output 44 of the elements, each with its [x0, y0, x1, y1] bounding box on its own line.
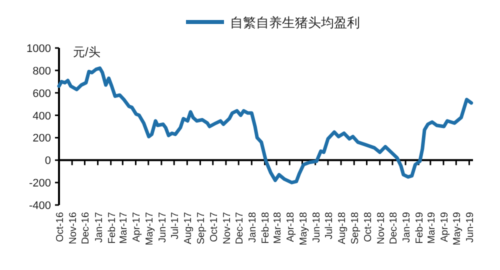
x-tick-label: Jul-18	[324, 212, 335, 240]
line-series	[57, 66, 474, 184]
x-tick-label: Mar-19	[426, 212, 438, 244]
y-tick-label: 400	[32, 110, 51, 122]
y-tick-label: 1000	[26, 43, 51, 55]
y-tick-label: 0	[44, 155, 51, 168]
x-tick-label: May-19	[452, 212, 464, 246]
x-tick-label: May-17	[144, 212, 156, 246]
x-tick-label: May-18	[298, 212, 310, 246]
x-tick-label: Sep-17	[196, 212, 208, 244]
x-tick-label: Apr-19	[439, 212, 450, 242]
x-tick-label: Feb-17	[106, 212, 118, 244]
y-tick-label: -200	[28, 178, 51, 190]
x-tick-label: Jan-19	[402, 212, 413, 243]
x-tick-label: Dec-16	[80, 212, 92, 244]
x-tick-label: Jun-19	[465, 212, 476, 243]
y-tick-label: 800	[32, 65, 51, 78]
y-tick-label: 600	[32, 88, 51, 100]
legend-label: 自繁自养生猪头均盈利	[230, 15, 360, 30]
x-tick-label: Feb-18	[260, 212, 272, 244]
x-tick-label: Jan-17	[94, 212, 105, 243]
x-tick-label: Nov-17	[222, 212, 233, 244]
x-tick-label: Sep-18	[350, 212, 362, 244]
x-tick-label: Feb-19	[414, 212, 426, 244]
x-tick-label: Dec-18	[388, 212, 400, 244]
x-tick-label: Nov-16	[68, 212, 80, 244]
y-axis-title: 元/头	[73, 45, 100, 59]
x-tick-label: Nov-18	[376, 212, 387, 244]
x-tick-label: Aug-18	[337, 212, 348, 244]
x-tick-label: Mar-17	[118, 212, 130, 244]
x-tick-label: Jul-17	[170, 212, 182, 240]
y-tick-label: -400	[28, 200, 51, 212]
x-tick-label: Oct-16	[55, 212, 66, 242]
x-tick-label: Aug-17	[183, 212, 194, 244]
x-tick-label: Dec-17	[234, 212, 246, 244]
x-tick-label: Jan-18	[248, 212, 259, 243]
y-tick-label: 200	[32, 132, 51, 145]
x-tick-label: Apr-17	[132, 212, 143, 242]
x-tick-label: Jun-18	[311, 212, 322, 243]
x-tick-label: Mar-18	[272, 212, 284, 244]
x-tick-label: Oct-18	[362, 212, 374, 242]
x-tick-label: Apr-18	[286, 212, 297, 242]
x-tick-label: Jun-17	[157, 212, 168, 243]
x-tick-label: Oct-17	[208, 212, 220, 242]
